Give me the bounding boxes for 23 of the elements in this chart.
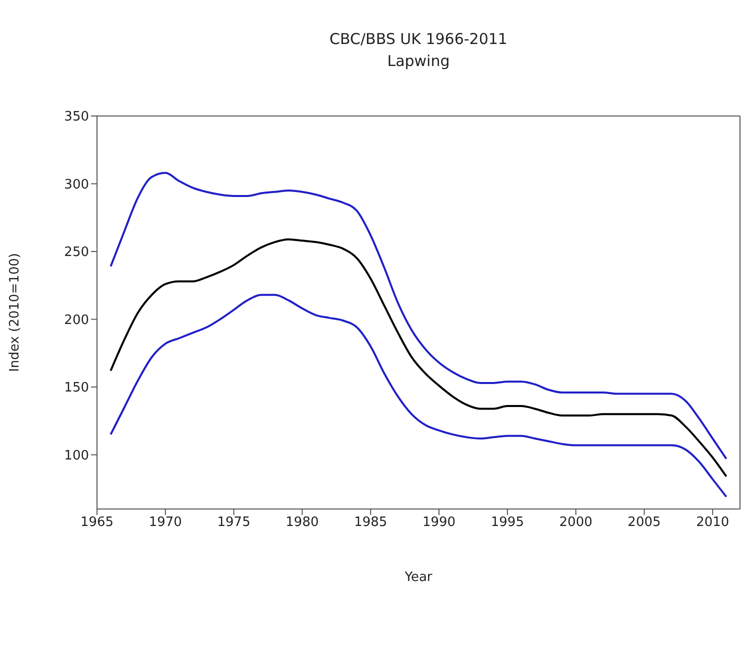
x-tick-label: 1975: [217, 515, 250, 530]
y-tick-label: 100: [64, 448, 89, 464]
x-tick-label: 2005: [628, 515, 661, 530]
x-tick-label: 1995: [490, 515, 524, 530]
y-tick-label: 300: [64, 177, 89, 192]
line-series: [110, 238, 728, 478]
y-tick-label: 200: [64, 312, 89, 328]
x-tick-label: 2010: [696, 515, 730, 530]
y-tick-label: 350: [64, 110, 89, 125]
chart-subtitle: Lapwing: [386, 52, 451, 70]
x-tick-label: 1980: [286, 515, 319, 530]
x-tick-label: 1985: [354, 515, 388, 530]
x-tick-label: 1965: [80, 515, 114, 530]
y-tick-label: 150: [64, 380, 89, 396]
x-tick-label: 1990: [422, 515, 456, 530]
chart-title: CBC/BBS UK 1966-2011: [328, 30, 508, 48]
x-tick-label: 1970: [148, 515, 182, 530]
x-tick-label: 2000: [559, 515, 592, 530]
y-axis-title: Index (2010=100): [8, 253, 23, 372]
y-tick-label: 250: [64, 245, 89, 260]
x-axis-title: Year: [404, 570, 433, 585]
line-series: [110, 172, 728, 460]
line-series: [110, 294, 728, 498]
